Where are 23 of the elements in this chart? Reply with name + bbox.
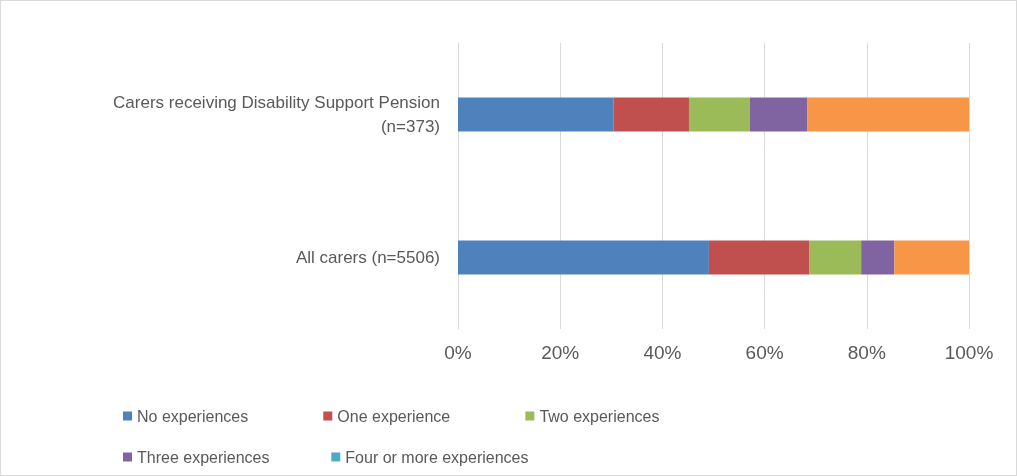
x-tick-label: 80% [847,342,886,363]
bar [749,97,808,132]
bar [708,240,810,275]
x-tick-label: 20% [541,342,580,363]
bar [613,97,689,132]
bar [807,97,969,132]
y-tick-label: All carers (n=5506) [295,248,440,267]
legend-label: No experiences [137,407,320,425]
x-tick-label: 0% [444,342,472,363]
bar [809,240,862,275]
x-tick-label: 60% [745,342,784,363]
y-tick-label: Carers receiving Disability Support Pension (n=373) [113,93,440,136]
bar [458,97,614,132]
legend-label: One experience [337,407,522,425]
bar [894,240,969,275]
bar [688,97,750,132]
bar [861,240,895,275]
x-tick-label: 100% [944,342,994,363]
x-tick-label: 40% [643,342,682,363]
legend-label: Three experiences [137,448,328,466]
bar [458,240,709,275]
legend-label: Four or more experiences [345,448,556,466]
legend-label: Two experiences [539,407,727,425]
